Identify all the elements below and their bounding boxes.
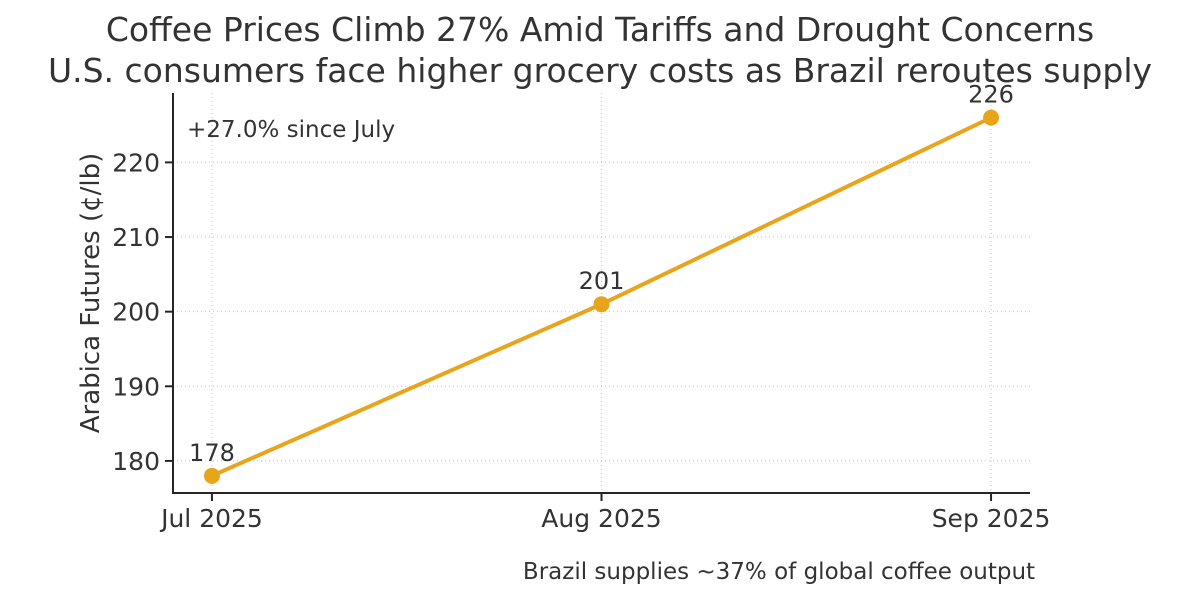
data-point-marker <box>203 467 220 484</box>
pct-change-annotation: +27.0% since July <box>187 117 396 143</box>
y-tick-label: 180 <box>112 447 160 476</box>
source-footnote: Brazil supplies ~37% of global coffee ou… <box>522 559 1036 585</box>
chart-subtitle: U.S. consumers face higher grocery costs… <box>47 51 1153 90</box>
y-tick-label: 220 <box>112 148 160 177</box>
y-tick-label: 210 <box>112 223 160 252</box>
x-tick-label: Sep 2025 <box>932 504 1051 533</box>
data-point-label: 178 <box>189 439 235 467</box>
y-tick-label: 190 <box>112 372 160 401</box>
x-tick-label: Jul 2025 <box>159 504 263 533</box>
data-point-marker <box>593 296 610 313</box>
y-axis-title: Arabica Futures (¢/lb) <box>76 152 106 434</box>
data-point-marker <box>983 109 1000 126</box>
x-tick-label: Aug 2025 <box>541 504 661 533</box>
chart-title: Coffee Prices Climb 27% Amid Tariffs and… <box>105 10 1095 49</box>
y-tick-label: 200 <box>112 298 160 327</box>
data-point-label: 226 <box>968 81 1014 109</box>
data-point-label: 201 <box>579 267 625 295</box>
